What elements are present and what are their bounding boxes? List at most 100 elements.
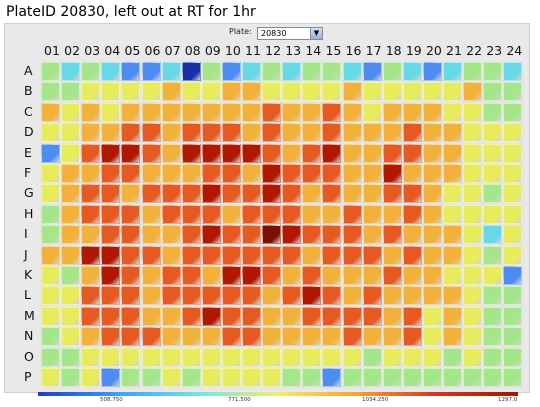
well-M19[interactable] [402,306,422,326]
well-K23[interactable] [483,266,503,285]
well-N24[interactable] [503,327,523,347]
well-B09[interactable] [201,82,221,102]
well-O18[interactable] [382,347,402,367]
well-N19[interactable] [402,327,422,347]
well-A21[interactable] [443,62,462,81]
well-F01[interactable] [41,164,60,183]
well-C22[interactable] [463,102,483,122]
well-K02[interactable] [61,266,81,285]
plate-dropdown[interactable]: 20830 ▼ [257,27,323,40]
well-G15[interactable] [322,184,342,204]
well-C12[interactable] [262,102,282,122]
well-K16[interactable] [342,266,362,285]
well-O08[interactable] [181,347,201,367]
well-H09[interactable] [201,204,221,224]
well-I14[interactable] [302,225,322,245]
well-L06[interactable] [141,286,161,306]
well-P09[interactable] [201,368,221,387]
well-K11[interactable] [242,266,261,285]
well-P04[interactable] [101,368,121,387]
well-I12[interactable] [262,225,282,245]
well-A04[interactable] [101,62,121,81]
well-P08[interactable] [181,368,201,387]
well-N01[interactable] [41,327,60,347]
well-A02[interactable] [61,62,81,81]
well-K20[interactable] [422,266,442,285]
well-B03[interactable] [81,82,101,102]
well-M08[interactable] [181,306,201,326]
well-M12[interactable] [262,306,282,326]
well-H21[interactable] [443,204,462,224]
well-B13[interactable] [282,82,302,102]
well-A05[interactable] [121,62,141,81]
well-F15[interactable] [322,164,342,183]
well-F13[interactable] [282,164,302,183]
well-G24[interactable] [503,184,523,204]
well-O03[interactable] [81,347,101,367]
well-K10[interactable] [221,266,241,285]
well-I05[interactable] [121,225,141,245]
well-F14[interactable] [302,164,322,183]
well-N12[interactable] [262,327,282,347]
well-E11[interactable] [242,143,261,163]
well-L02[interactable] [61,286,81,306]
well-O10[interactable] [221,347,241,367]
well-H16[interactable] [342,204,362,224]
well-H08[interactable] [181,204,201,224]
well-G06[interactable] [141,184,161,204]
well-N04[interactable] [101,327,121,347]
well-H14[interactable] [302,204,322,224]
well-H07[interactable] [161,204,181,224]
well-N14[interactable] [302,327,322,347]
well-J05[interactable] [121,245,141,265]
well-O02[interactable] [61,347,81,367]
well-P24[interactable] [503,368,523,387]
well-F16[interactable] [342,164,362,183]
well-A11[interactable] [242,62,261,81]
well-D16[interactable] [342,123,362,143]
well-J08[interactable] [181,245,201,265]
well-I10[interactable] [221,225,241,245]
well-I21[interactable] [443,225,462,245]
well-J15[interactable] [322,245,342,265]
well-P07[interactable] [161,368,181,387]
well-O17[interactable] [362,347,382,367]
well-K06[interactable] [141,266,161,285]
well-I11[interactable] [242,225,261,245]
well-P18[interactable] [382,368,402,387]
well-A17[interactable] [362,62,382,81]
well-I16[interactable] [342,225,362,245]
well-P03[interactable] [81,368,101,387]
well-B10[interactable] [221,82,241,102]
well-A16[interactable] [342,62,362,81]
well-H20[interactable] [422,204,442,224]
well-F19[interactable] [402,164,422,183]
well-E14[interactable] [302,143,322,163]
well-N10[interactable] [221,327,241,347]
well-G08[interactable] [181,184,201,204]
well-A24[interactable] [503,62,523,81]
well-G19[interactable] [402,184,422,204]
well-D24[interactable] [503,123,523,143]
well-E04[interactable] [101,143,121,163]
well-E19[interactable] [402,143,422,163]
well-C07[interactable] [161,102,181,122]
well-B12[interactable] [262,82,282,102]
well-H06[interactable] [141,204,161,224]
well-E02[interactable] [61,143,81,163]
well-H18[interactable] [382,204,402,224]
well-H11[interactable] [242,204,261,224]
well-K14[interactable] [302,266,322,285]
well-L12[interactable] [262,286,282,306]
well-C14[interactable] [302,102,322,122]
well-D08[interactable] [181,123,201,143]
well-M22[interactable] [463,306,483,326]
well-G13[interactable] [282,184,302,204]
well-M10[interactable] [221,306,241,326]
well-E15[interactable] [322,143,342,163]
well-E10[interactable] [221,143,241,163]
well-P10[interactable] [221,368,241,387]
well-L19[interactable] [402,286,422,306]
well-E18[interactable] [382,143,402,163]
well-C03[interactable] [81,102,101,122]
